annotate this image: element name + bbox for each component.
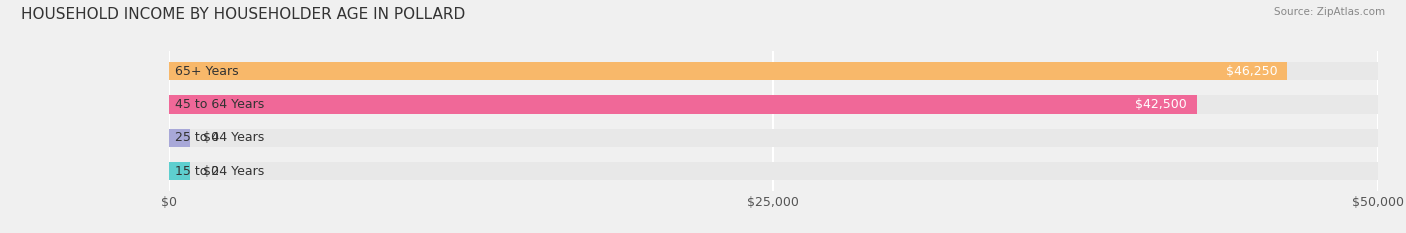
Bar	[169, 62, 1288, 80]
Text: 25 to 44 Years: 25 to 44 Years	[174, 131, 264, 144]
Bar	[169, 162, 1378, 180]
Text: $0: $0	[202, 131, 218, 144]
Bar	[169, 162, 190, 180]
Bar	[169, 95, 1378, 114]
Bar	[169, 95, 1197, 114]
Bar	[169, 129, 1378, 147]
Text: Source: ZipAtlas.com: Source: ZipAtlas.com	[1274, 7, 1385, 17]
Text: $46,250: $46,250	[1226, 65, 1278, 78]
Text: $42,500: $42,500	[1135, 98, 1187, 111]
Text: HOUSEHOLD INCOME BY HOUSEHOLDER AGE IN POLLARD: HOUSEHOLD INCOME BY HOUSEHOLDER AGE IN P…	[21, 7, 465, 22]
Text: $0: $0	[202, 164, 218, 178]
Text: 65+ Years: 65+ Years	[174, 65, 239, 78]
Text: 15 to 24 Years: 15 to 24 Years	[174, 164, 264, 178]
Bar	[169, 129, 190, 147]
Text: 45 to 64 Years: 45 to 64 Years	[174, 98, 264, 111]
Bar	[169, 62, 1378, 80]
